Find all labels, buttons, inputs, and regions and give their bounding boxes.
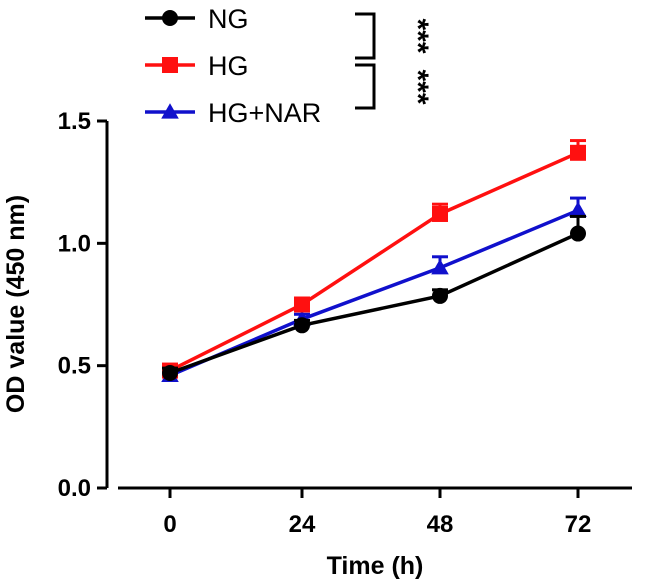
series-line <box>169 231 579 375</box>
x-tick-label: 24 <box>289 511 316 538</box>
series-layer <box>161 139 587 383</box>
legend-label: HG+NAR <box>208 98 321 128</box>
legend: NG HG HG+NAR <box>145 4 321 128</box>
y-tick-label: 0.5 <box>58 353 91 380</box>
legend-label: HG <box>208 51 249 81</box>
legend-marker <box>161 103 179 119</box>
data-point <box>432 205 448 222</box>
data-point <box>569 201 587 217</box>
x-tick-label: 48 <box>427 511 454 538</box>
series-ng <box>162 214 586 382</box>
data-point <box>162 365 178 382</box>
significance-label: *** <box>401 69 434 104</box>
x-tick-label: 0 <box>163 511 176 538</box>
x-axis-title: Time (h) <box>327 552 424 580</box>
y-tick-label: 1.0 <box>58 230 91 257</box>
legend-marker <box>162 10 178 26</box>
bracket-hg-hgnar <box>355 63 376 110</box>
legend-item: HG+NAR <box>145 98 321 128</box>
y-tick-label: 1.5 <box>58 108 91 135</box>
data-point <box>570 225 586 242</box>
data-point <box>294 317 310 334</box>
y-axis-title: OD value (450 nm) <box>2 195 30 413</box>
data-point <box>570 144 586 161</box>
legend-item: NG <box>145 4 249 34</box>
data-point <box>432 287 448 304</box>
legend-label: NG <box>208 4 249 34</box>
significance-brackets: *** *** <box>355 12 434 110</box>
bracket-ng-hg <box>355 12 376 60</box>
axes: 0.0 0.5 1.0 1.5 0 24 48 72 <box>58 108 632 538</box>
data-point <box>294 296 310 313</box>
data-point <box>431 259 449 275</box>
y-tick-label: 0.0 <box>58 475 91 502</box>
series-line <box>169 151 579 373</box>
significance-label: *** <box>401 18 434 53</box>
x-tick-label: 72 <box>565 511 592 538</box>
legend-item: HG <box>145 51 249 81</box>
legend-marker <box>162 57 178 73</box>
